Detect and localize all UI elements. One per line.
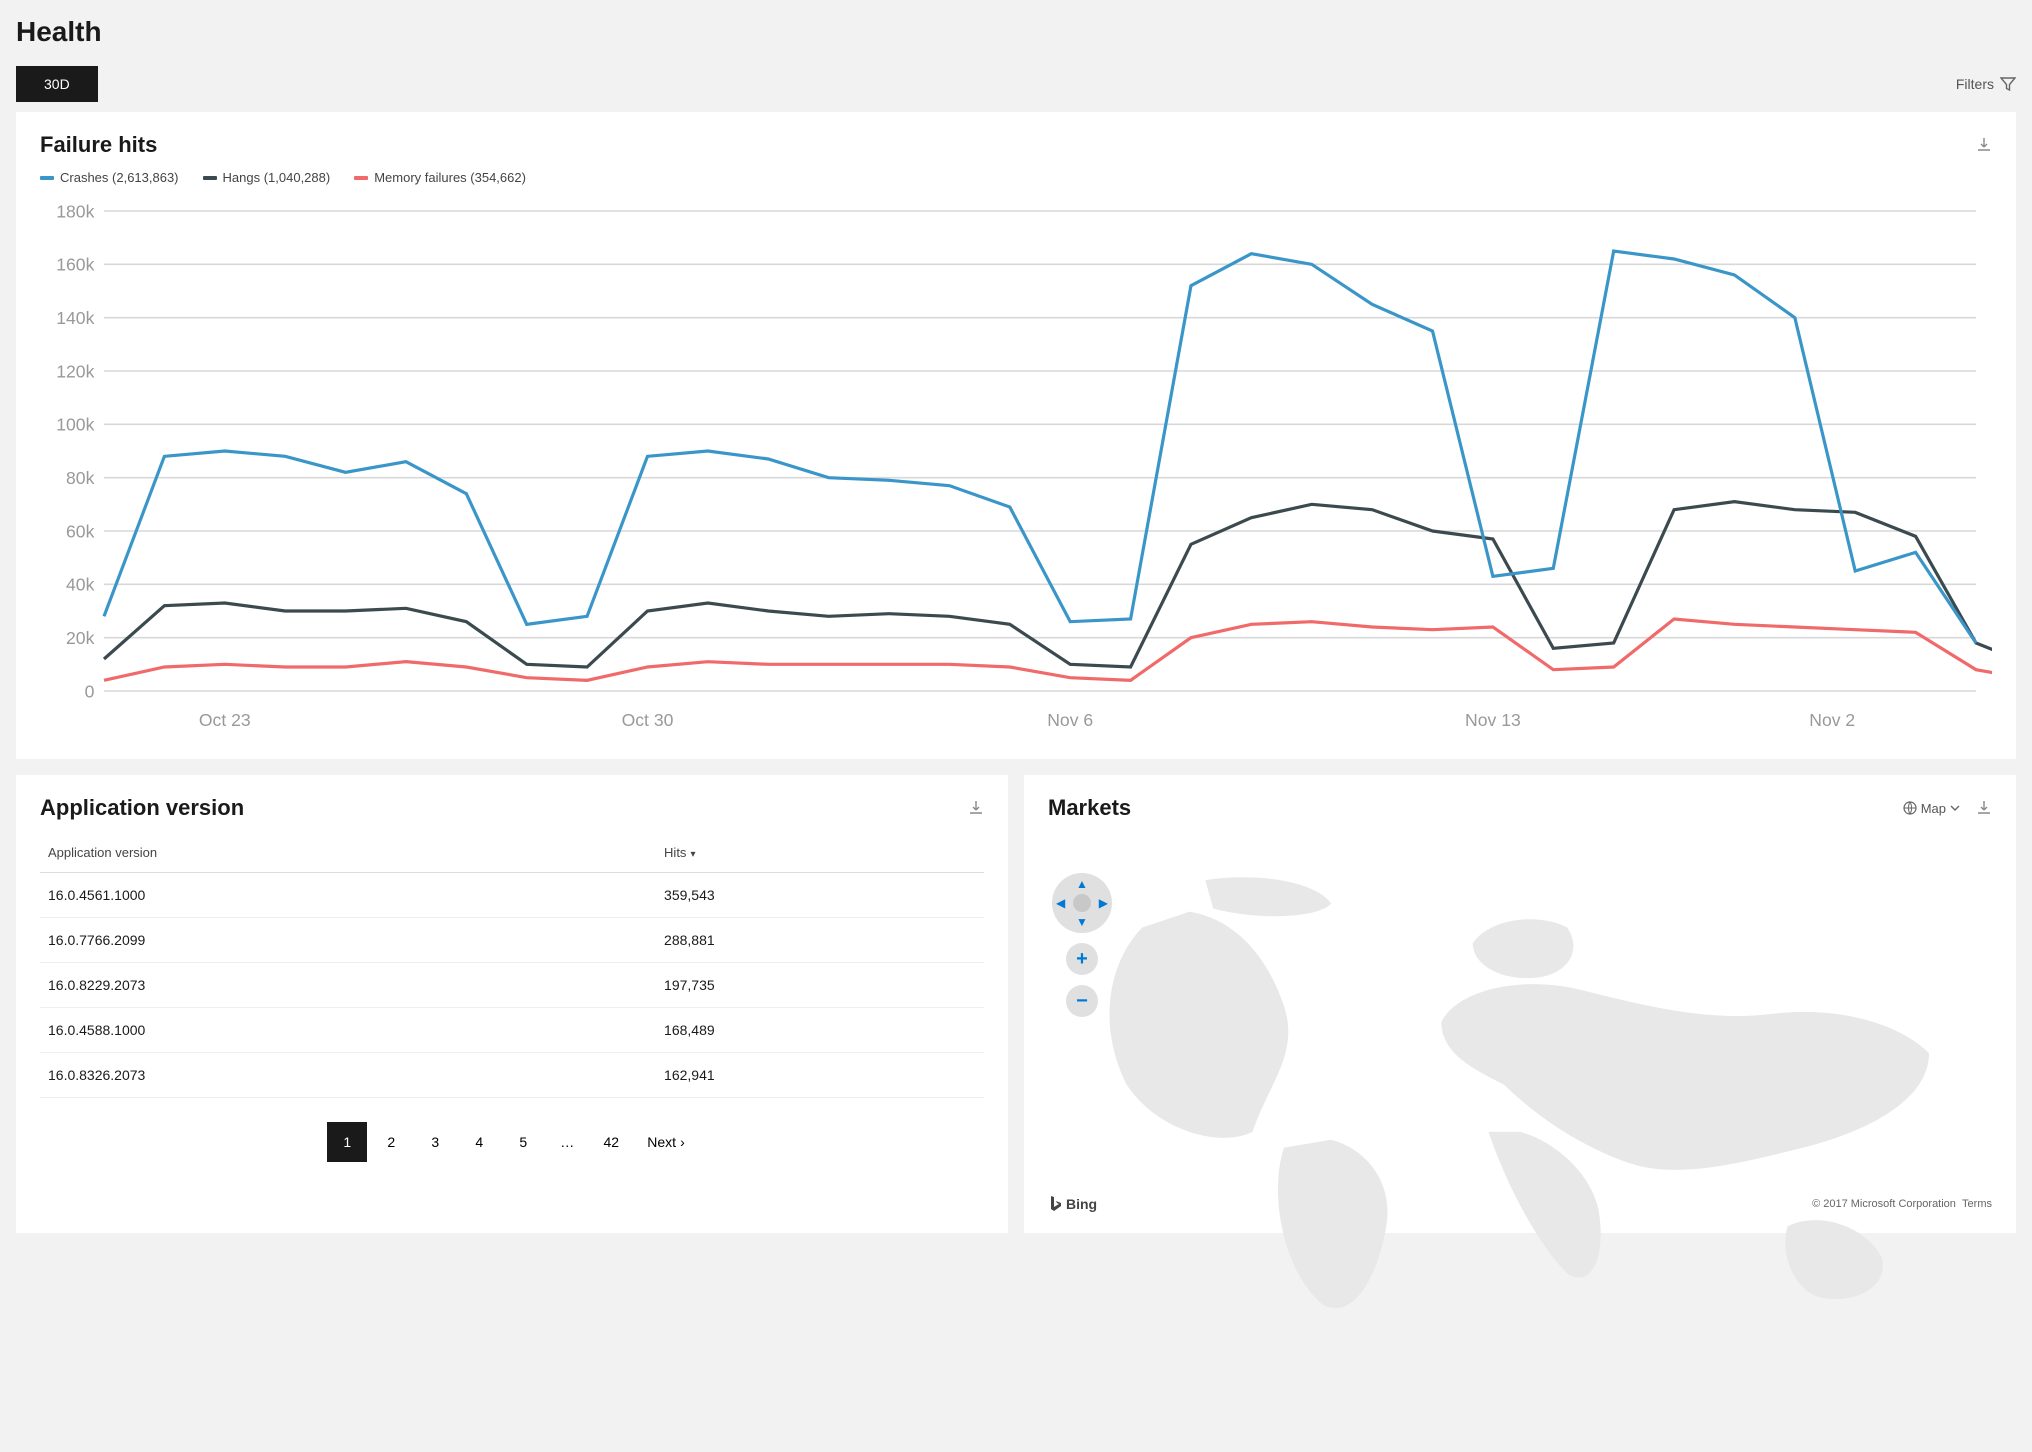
table-cell: 197,735: [656, 963, 984, 1008]
zoom-in-button[interactable]: +: [1066, 943, 1098, 975]
table-cell: 288,881: [656, 918, 984, 963]
failure-hits-chart: 0 20k 40k 60k 80k 100k 120k 140k 160k 180k Oct 23 O…: [40, 195, 1992, 739]
pager-next-button[interactable]: Next ›: [635, 1122, 696, 1162]
table-cell: 168,489: [656, 1008, 984, 1053]
legend-label: Hangs (1,040,288): [223, 170, 331, 185]
table-cell: 359,543: [656, 873, 984, 918]
failure-hits-title: Failure hits: [40, 132, 157, 158]
table-row[interactable]: 16.0.4588.1000168,489: [40, 1008, 984, 1053]
pan-left-icon[interactable]: ◀: [1056, 896, 1065, 910]
legend-label: Memory failures (354,662): [374, 170, 526, 185]
svg-text:40k: 40k: [66, 575, 95, 595]
pager-page[interactable]: 2: [371, 1122, 411, 1162]
map-attribution: © 2017 Microsoft Corporation Terms: [1812, 1198, 1992, 1210]
page-title: Health: [16, 16, 102, 48]
filters-label: Filters: [1956, 76, 1994, 92]
pager-page[interactable]: 5: [503, 1122, 543, 1162]
chevron-right-icon: ›: [680, 1134, 685, 1150]
table-row[interactable]: 16.0.4561.1000359,543: [40, 873, 984, 918]
failure-hits-card: Failure hits Crashes (2,613,863) Hangs (1…: [16, 112, 2016, 759]
chevron-down-icon: [1950, 803, 1960, 813]
app-version-table: Application versionHits▾ 16.0.4561.10003…: [40, 833, 984, 1098]
svg-text:Nov 13: Nov 13: [1465, 710, 1521, 730]
table-cell: 16.0.7766.2099: [40, 918, 656, 963]
zoom-out-button[interactable]: −: [1066, 985, 1098, 1017]
download-icon[interactable]: [1976, 800, 1992, 816]
bing-icon: [1048, 1195, 1062, 1213]
legend-item[interactable]: Memory failures (354,662): [354, 170, 526, 185]
legend-swatch: [203, 176, 217, 180]
app-version-title: Application version: [40, 795, 244, 821]
legend-label: Crashes (2,613,863): [60, 170, 179, 185]
table-cell: 16.0.8326.2073: [40, 1053, 656, 1098]
table-header[interactable]: Hits▾: [656, 833, 984, 873]
table-cell: 16.0.4588.1000: [40, 1008, 656, 1053]
svg-text:Oct 30: Oct 30: [622, 710, 674, 730]
bing-logo: Bing: [1048, 1195, 1097, 1213]
table-row[interactable]: 16.0.7766.2099288,881: [40, 918, 984, 963]
pan-up-icon[interactable]: ▲: [1076, 877, 1088, 891]
pan-right-icon[interactable]: ▶: [1099, 896, 1108, 910]
pager-page[interactable]: 4: [459, 1122, 499, 1162]
download-icon[interactable]: [968, 800, 984, 816]
legend-swatch: [354, 176, 368, 180]
terms-link[interactable]: Terms: [1962, 1198, 1992, 1210]
svg-text:20k: 20k: [66, 628, 95, 648]
svg-text:80k: 80k: [66, 468, 95, 488]
svg-text:Nov 2: Nov 2: [1809, 710, 1855, 730]
pan-down-icon[interactable]: ▼: [1076, 915, 1088, 929]
pager-ellipsis: …: [547, 1122, 587, 1162]
svg-text:140k: 140k: [56, 308, 94, 328]
svg-text:Nov 6: Nov 6: [1047, 710, 1093, 730]
table-row[interactable]: 16.0.8326.2073162,941: [40, 1053, 984, 1098]
legend-swatch: [40, 176, 54, 180]
globe-icon: [1903, 801, 1917, 815]
svg-text:0: 0: [85, 681, 95, 701]
pager-page[interactable]: 42: [591, 1122, 631, 1162]
pager-page[interactable]: 1: [327, 1122, 367, 1162]
table-row[interactable]: 16.0.8229.2073197,735: [40, 963, 984, 1008]
pager: 12345…42Next ›: [40, 1122, 984, 1162]
table-cell: 162,941: [656, 1053, 984, 1098]
map-view-label: Map: [1921, 801, 1946, 816]
legend-item[interactable]: Crashes (2,613,863): [40, 170, 179, 185]
svg-text:120k: 120k: [56, 361, 94, 381]
table-header[interactable]: Application version: [40, 833, 656, 873]
svg-text:60k: 60k: [66, 521, 95, 541]
legend-item[interactable]: Hangs (1,040,288): [203, 170, 331, 185]
app-version-card: Application version Application versionH…: [16, 775, 1008, 1233]
map-pan-control[interactable]: ▲ ▼ ◀ ▶: [1052, 873, 1112, 933]
sort-desc-icon: ▾: [690, 849, 695, 860]
markets-card: Markets Map: [1024, 775, 2016, 1233]
pan-center-icon[interactable]: [1073, 894, 1091, 912]
map-view-toggle[interactable]: Map: [1903, 801, 1960, 816]
filter-icon: [2000, 76, 2016, 92]
date-range-button[interactable]: 30D: [16, 66, 98, 102]
markets-title: Markets: [1048, 795, 1131, 821]
svg-text:Oct 23: Oct 23: [199, 710, 251, 730]
table-cell: 16.0.8229.2073: [40, 963, 656, 1008]
table-cell: 16.0.4561.1000: [40, 873, 656, 918]
chart-legend: Crashes (2,613,863) Hangs (1,040,288) Memo…: [40, 170, 1992, 185]
svg-text:180k: 180k: [56, 201, 94, 221]
svg-text:100k: 100k: [56, 415, 94, 435]
download-icon[interactable]: [1976, 137, 1992, 153]
world-map[interactable]: ▲ ▼ ◀ ▶ + − Bing © 2017 Microsoft Corpor…: [1048, 833, 1992, 1213]
svg-text:160k: 160k: [56, 255, 94, 275]
filters-button[interactable]: Filters: [1956, 76, 2016, 92]
pager-page[interactable]: 3: [415, 1122, 455, 1162]
world-map-svg: [1048, 833, 1992, 1368]
